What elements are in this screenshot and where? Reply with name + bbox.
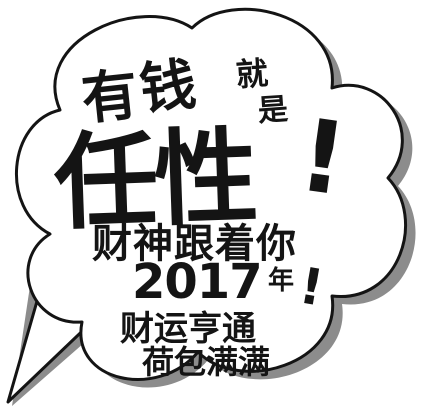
headline-char-jiu: 就 [234, 53, 270, 95]
line-caishen: 财神跟着你 [92, 221, 297, 267]
line-caiyun: 财运亨通 [120, 309, 256, 349]
year-char: 年 [268, 266, 295, 296]
year-number: 2017 [132, 254, 263, 310]
headline-renxing: 任性 [51, 115, 257, 245]
bubble-body [14, 7, 407, 381]
headline-char-shi: 是 [256, 91, 290, 130]
headline-char-qian: 钱 [136, 52, 200, 123]
line-hebao: 荷包满满 [142, 343, 271, 381]
